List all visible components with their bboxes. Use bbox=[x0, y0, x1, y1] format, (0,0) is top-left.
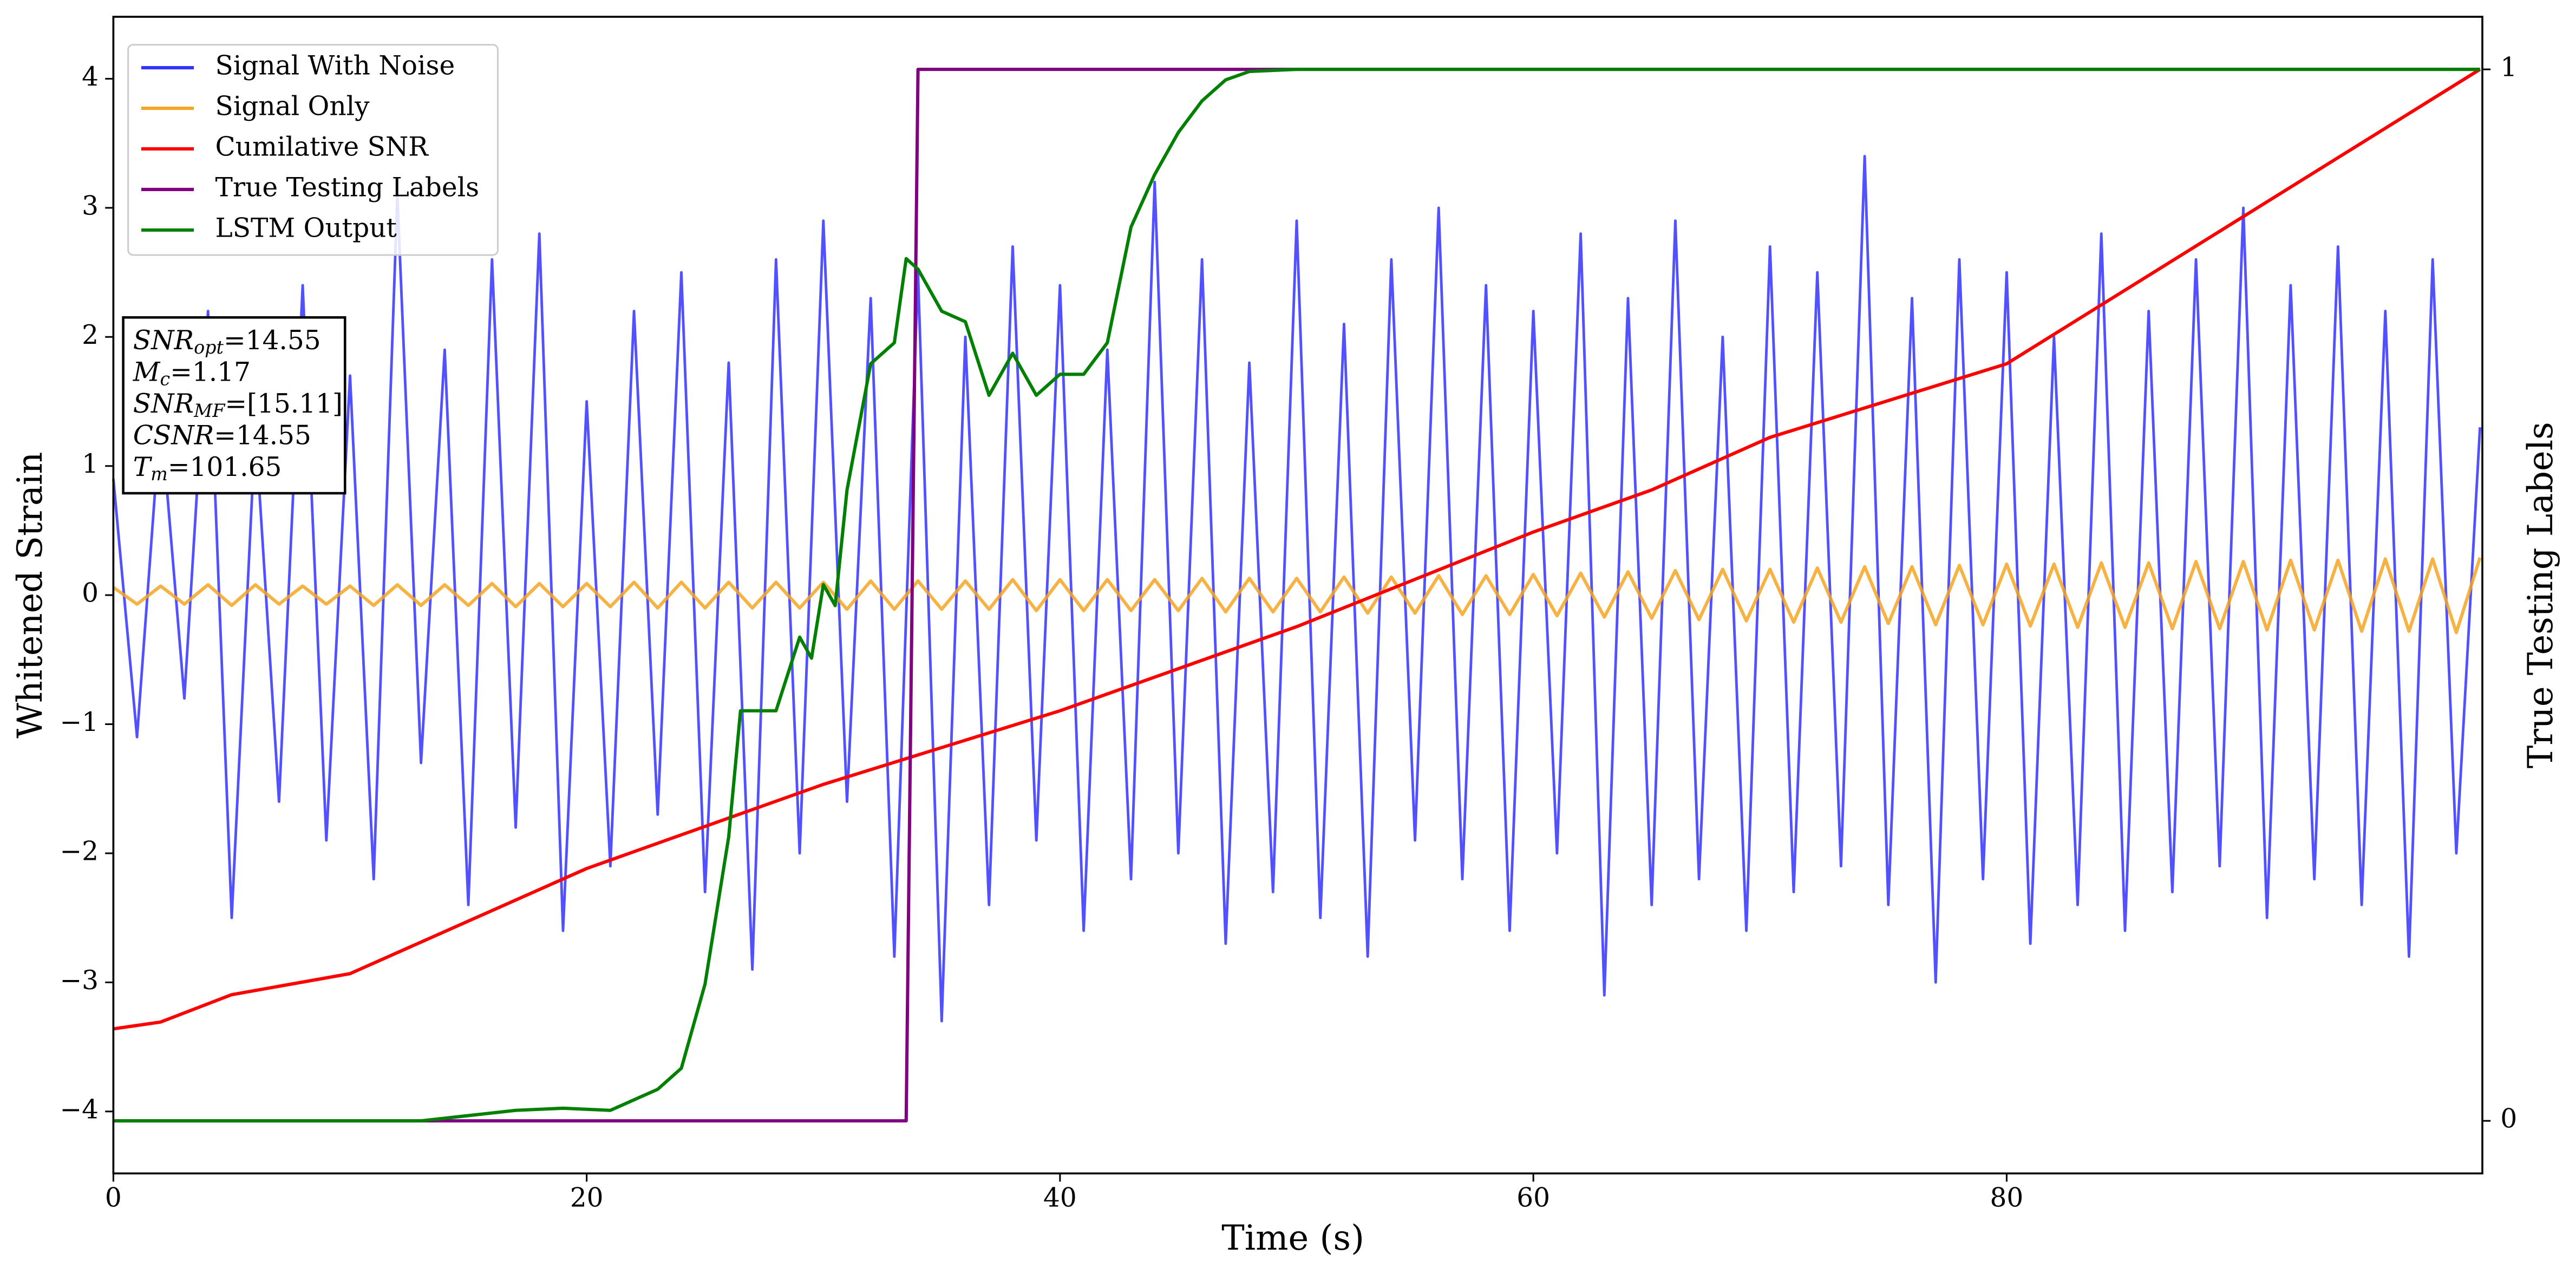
annotation-symbol: CSNR bbox=[133, 420, 214, 450]
y-tick-label: 0 bbox=[82, 578, 99, 609]
legend-label: LSTM Output bbox=[215, 213, 397, 243]
annotation-line: SNRopt=14.55 bbox=[133, 325, 321, 358]
x-tick-label: 60 bbox=[1516, 1182, 1550, 1213]
annotation-subscript: c bbox=[160, 369, 171, 390]
y-tick-label: −1 bbox=[60, 707, 99, 737]
legend-label: Cumilative SNR bbox=[215, 132, 429, 162]
series-line bbox=[112, 155, 2482, 1023]
annotation-value: =14.55 bbox=[214, 420, 311, 450]
legend-label: Signal Only bbox=[215, 92, 370, 122]
y2-tick-label: 0 bbox=[2500, 1104, 2517, 1134]
series-line bbox=[113, 68, 2480, 1123]
annotation-value: =14.55 bbox=[224, 325, 321, 355]
y-axis-label: Whitened Strain bbox=[10, 452, 50, 739]
annotation-line: Tm=101.65 bbox=[133, 452, 282, 485]
legend-frame bbox=[127, 44, 499, 256]
annotation-box: SNRopt=14.55Mc=1.17SNRMF=[15.11]CSNR=14.… bbox=[122, 316, 346, 495]
x-axis-label: Time (s) bbox=[1221, 1218, 1364, 1258]
annotation-symbol: SNR bbox=[133, 325, 194, 355]
y-tick-label: 2 bbox=[82, 320, 99, 350]
legend-label: True Testing Labels bbox=[215, 172, 480, 202]
annotation-line: Mc=1.17 bbox=[133, 357, 251, 390]
y-tick-label: −3 bbox=[60, 965, 99, 996]
y-tick-label: 4 bbox=[82, 62, 99, 92]
annotation-symbol: T bbox=[133, 452, 153, 482]
x-tick-label: 20 bbox=[570, 1182, 604, 1213]
annotation-subscript: MF bbox=[193, 400, 226, 421]
y2-axis-label: True Testing Labels bbox=[2521, 422, 2561, 768]
x-tick-label: 0 bbox=[105, 1182, 122, 1213]
annotation-line: CSNR=14.55 bbox=[133, 420, 311, 450]
legend: Signal With Noise Signal Only Cumilative S… bbox=[127, 44, 499, 256]
x-tick-label: 80 bbox=[1990, 1182, 2024, 1213]
y-tick-label: −2 bbox=[60, 836, 99, 866]
y-tick-label: −4 bbox=[60, 1094, 99, 1125]
annotation-value: =1.17 bbox=[170, 357, 251, 387]
annotation-subscript: m bbox=[151, 463, 168, 485]
annotation-frame bbox=[122, 316, 346, 495]
annotation-line: SNRMF=[15.11] bbox=[133, 388, 343, 421]
annotation-value: =101.65 bbox=[168, 452, 282, 482]
plot-area bbox=[112, 68, 2482, 1123]
annotation-symbol: SNR bbox=[133, 388, 194, 419]
y-tick-label: 3 bbox=[82, 191, 99, 221]
annotation-symbol: M bbox=[133, 357, 161, 387]
series-line bbox=[113, 68, 2481, 1031]
y2-tick-label: 1 bbox=[2500, 53, 2517, 83]
annotation-subscript: opt bbox=[194, 337, 224, 358]
y-tick-label: 1 bbox=[82, 449, 99, 479]
x-tick-label: 40 bbox=[1043, 1182, 1077, 1213]
series-line bbox=[112, 557, 2482, 635]
annotation-value: =[15.11] bbox=[225, 388, 343, 419]
legend-label: Signal With Noise bbox=[215, 51, 455, 81]
